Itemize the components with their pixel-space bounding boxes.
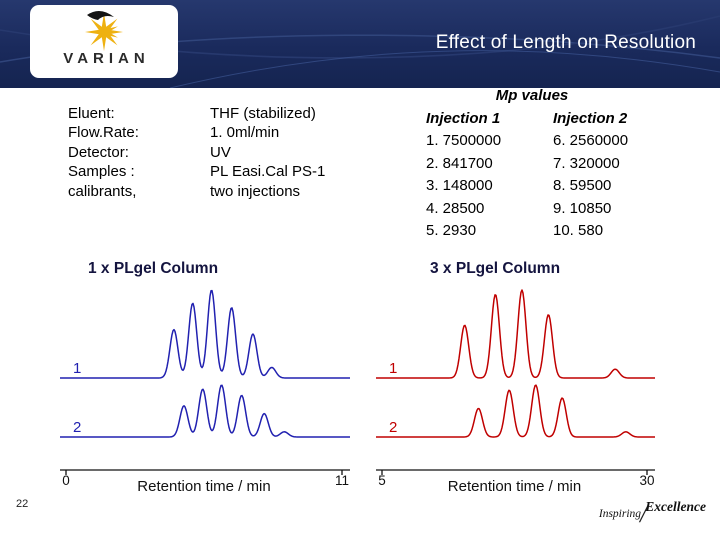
conditions-block: Eluent: THF (stabilized) Flow.Rate: 1. 0… [68, 104, 325, 201]
x-tick-label: 5 [378, 473, 386, 488]
mp-value-cell: 5. 2930 [426, 222, 477, 240]
mp-value-cell: 1. 7500000 [426, 132, 502, 150]
x-tick-label: 11 [335, 473, 349, 488]
chromatogram-3x-plgel: 1 2 5 30 Retention time / min [376, 289, 655, 495]
varian-bird-icon [87, 10, 114, 20]
brand-mark: Inspiring / Excellence [598, 499, 706, 528]
trace-label-1: 1 [73, 360, 81, 377]
condition-row: Flow.Rate: 1. 0ml/min [68, 123, 325, 142]
varian-starburst-icon [85, 10, 123, 51]
condition-value: 1. 0ml/min [210, 124, 280, 142]
mp-value-cell: 9. 10850 [553, 199, 612, 217]
mp-value-cell: 2. 841700 [426, 154, 493, 172]
x-tick-label: 0 [62, 473, 70, 488]
x-axis-label: Retention time / min [137, 478, 270, 495]
condition-row: Detector: UV [68, 143, 325, 162]
chart-title-left: 1 x PLgel Column [88, 260, 219, 277]
mp-values-table: Injection 1 Injection 2 1. 7500000 6. 25… [426, 108, 661, 242]
slide-title: Effect of Length on Resolution [435, 32, 696, 53]
varian-logo: VARIAN [30, 5, 178, 78]
trace-2 [376, 384, 655, 438]
condition-label: calibrants, [68, 182, 137, 200]
mp-value-cell: 8. 59500 [553, 177, 612, 195]
mp-value-cell: 7. 320000 [553, 154, 620, 172]
slide-number: 22 [16, 498, 29, 510]
mp-value-cell: 3. 148000 [426, 177, 493, 195]
x-tick-label: 30 [639, 473, 654, 488]
mp-values-title: Mp values [495, 87, 569, 104]
condition-label: Samples : [68, 163, 135, 181]
starburst-rays [85, 13, 123, 51]
condition-row: Samples : PL Easi.Cal PS-1 [68, 162, 325, 181]
condition-value: UV [210, 143, 231, 161]
trace-label-2: 2 [389, 419, 397, 436]
mp-value-cell: 10. 580 [553, 222, 604, 240]
condition-row: calibrants, two injections [68, 182, 325, 201]
mp-value-cell: 4. 28500 [426, 199, 485, 217]
mp-value-cell: 6. 2560000 [553, 132, 629, 150]
condition-value: THF (stabilized) [210, 105, 316, 122]
chart-title-right: 3 x PLgel Column [430, 260, 561, 277]
trace-1 [376, 289, 655, 379]
mp-column-header: Injection 1 [426, 110, 501, 127]
trace-1 [60, 289, 350, 379]
x-axis-label: Retention time / min [448, 478, 581, 495]
condition-label: Detector: [68, 143, 129, 161]
condition-value: PL Easi.Cal PS-1 [210, 163, 326, 181]
condition-label: Flow.Rate: [68, 124, 139, 142]
mp-values-block: Mp values Injection 1 Injection 2 1. 750… [426, 87, 661, 242]
brand-excellence: Excellence [645, 499, 706, 514]
trace-2 [60, 384, 350, 438]
condition-value: two injections [210, 182, 301, 200]
chromatogram-1x-plgel: 1 2 0 11 Retention time / min [60, 289, 350, 495]
trace-label-1: 1 [389, 360, 397, 377]
mp-column-header: Injection 2 [553, 110, 628, 127]
header-band: VARIAN Effect of Length on Resolution [0, 0, 720, 88]
condition-row: Eluent: THF (stabilized) [68, 104, 325, 123]
condition-label: Eluent: [68, 105, 115, 122]
brand-inspiring: Inspiring [598, 508, 642, 520]
trace-label-2: 2 [73, 419, 81, 436]
varian-logo-text: VARIAN [63, 50, 150, 67]
